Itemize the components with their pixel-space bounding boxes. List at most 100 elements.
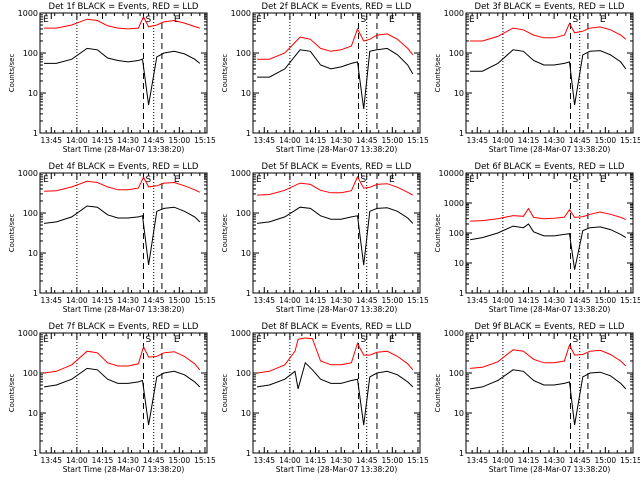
plot-frame [465, 172, 634, 294]
x-tick-label: 15:00 [382, 456, 404, 465]
y-axis-label: Counts/sec [434, 54, 442, 93]
panel-title: Det 9f BLACK = Events, RED = LLD [475, 322, 625, 332]
corner-label-e: E [469, 335, 475, 345]
x-tick-label: 14:00 [66, 456, 88, 465]
x-tick-label: 13:45 [40, 136, 62, 145]
marker-label-s: S [145, 335, 151, 345]
x-tick-label: 14:15 [92, 456, 114, 465]
x-tick-label: 14:45 [143, 296, 165, 305]
y-tick-label: 1 [459, 129, 464, 138]
series-events-line [470, 49, 627, 106]
y-tick-label: 1000 [18, 329, 38, 338]
x-tick-label: 14:15 [92, 136, 114, 145]
marker-label-s: S [573, 15, 579, 25]
series-lld-line [257, 27, 414, 60]
x-tick-label: 14:15 [305, 296, 327, 305]
x-tick-label: 15:00 [382, 296, 404, 305]
x-tick-label: 14:45 [356, 136, 378, 145]
series-events-line [44, 367, 201, 426]
x-tick-label: 14:30 [117, 296, 139, 305]
x-tick-label: 15:00 [595, 136, 617, 145]
x-tick-label: 14:30 [117, 456, 139, 465]
x-tick-label: 15:15 [194, 456, 216, 465]
y-tick-label: 1 [33, 129, 38, 138]
panel-title: Det 1f BLACK = Events, RED = LLD [49, 2, 199, 12]
panel-5: Det 5f BLACK = Events, RED = LLD 1 10 100 10… [221, 162, 429, 314]
x-tick-label: 13:45 [40, 296, 62, 305]
y-tick-label: 10 [28, 249, 38, 258]
x-tick-label: 14:45 [569, 136, 591, 145]
y-tick-label: 10 [28, 89, 38, 98]
y-tick-label: 1000 [231, 329, 251, 338]
series-lld-line [257, 337, 414, 374]
series-events-line [257, 206, 414, 266]
y-tick-label: 1000 [444, 9, 464, 18]
series-events-line [44, 47, 201, 106]
series-lld-line [44, 15, 200, 30]
x-tick-label: 14:15 [92, 296, 114, 305]
plot-frame [252, 332, 421, 454]
x-axis-label: Start Time (28-Mar-07 13:38:20) [489, 145, 611, 154]
panel-2: Det 2f BLACK = Events, RED = LLD 1 10 100 10… [221, 2, 429, 154]
panel-title: Det 7f BLACK = Events, RED = LLD [49, 322, 199, 332]
x-tick-label: 15:15 [194, 296, 216, 305]
y-tick-label: 100 [449, 229, 464, 238]
x-axis-label: Start Time (28-Mar-07 13:38:20) [489, 305, 611, 314]
y-tick-label: 100 [23, 209, 38, 218]
series-events-line [470, 369, 627, 426]
panel-title: Det 5f BLACK = Events, RED = LLD [262, 162, 412, 172]
y-tick-label: 10 [454, 89, 464, 98]
y-tick-label: 10 [454, 259, 464, 268]
marker-label-e: E [174, 15, 180, 25]
x-tick-label: 15:15 [407, 456, 429, 465]
marker-label-e: E [600, 175, 606, 185]
x-tick-label: 13:45 [253, 456, 275, 465]
y-tick-label: 1 [33, 289, 38, 298]
panel-3: Det 3f BLACK = Events, RED = LLD 1 10 100 10… [434, 2, 640, 154]
series-events-line [470, 223, 627, 270]
y-tick-label: 1 [459, 449, 464, 458]
y-axis-label: Counts/sec [434, 214, 442, 253]
x-tick-label: 14:45 [143, 136, 165, 145]
x-tick-label: 13:45 [466, 456, 488, 465]
plot-frame [465, 12, 634, 134]
corner-label-e: E [256, 335, 262, 345]
y-axis-label: Counts/sec [221, 374, 229, 413]
y-tick-label: 100 [449, 369, 464, 378]
y-tick-label: 1000 [231, 9, 251, 18]
series-lld-line [257, 175, 414, 196]
plot-frame [39, 12, 208, 134]
corner-label-e: E [43, 175, 49, 185]
marker-label-e: E [600, 15, 606, 25]
corner-label-e: E [256, 175, 262, 185]
x-tick-label: 14:00 [66, 136, 88, 145]
y-tick-label: 1 [33, 449, 38, 458]
x-tick-label: 15:00 [169, 296, 191, 305]
panel-8: Det 8f BLACK = Events, RED = LLD 1 10 100 10… [221, 322, 429, 474]
y-tick-label: 10 [241, 409, 251, 418]
y-axis-label: Counts/sec [434, 374, 442, 413]
x-tick-label: 15:15 [620, 456, 640, 465]
y-tick-label: 100 [23, 49, 38, 58]
plot-frame [252, 12, 421, 134]
x-tick-label: 15:00 [595, 456, 617, 465]
y-tick-label: 10 [28, 409, 38, 418]
plot-frame [465, 332, 634, 454]
y-axis-label: Counts/sec [8, 54, 16, 93]
corner-label-e: E [43, 15, 49, 25]
y-tick-label: 1000 [444, 329, 464, 338]
x-axis-label: Start Time (28-Mar-07 13:38:20) [63, 145, 185, 154]
x-tick-label: 14:00 [279, 456, 301, 465]
y-tick-label: 1000 [18, 169, 38, 178]
x-tick-label: 13:45 [253, 136, 275, 145]
y-tick-label: 100 [236, 49, 251, 58]
y-tick-label: 100 [236, 209, 251, 218]
x-tick-label: 13:45 [466, 296, 488, 305]
y-axis-label: Counts/sec [8, 214, 16, 253]
series-events-line [44, 205, 201, 266]
marker-label-s: S [145, 15, 151, 25]
marker-label-s: S [361, 175, 367, 185]
marker-label-e: E [389, 15, 395, 25]
y-tick-label: 1000 [444, 199, 464, 208]
